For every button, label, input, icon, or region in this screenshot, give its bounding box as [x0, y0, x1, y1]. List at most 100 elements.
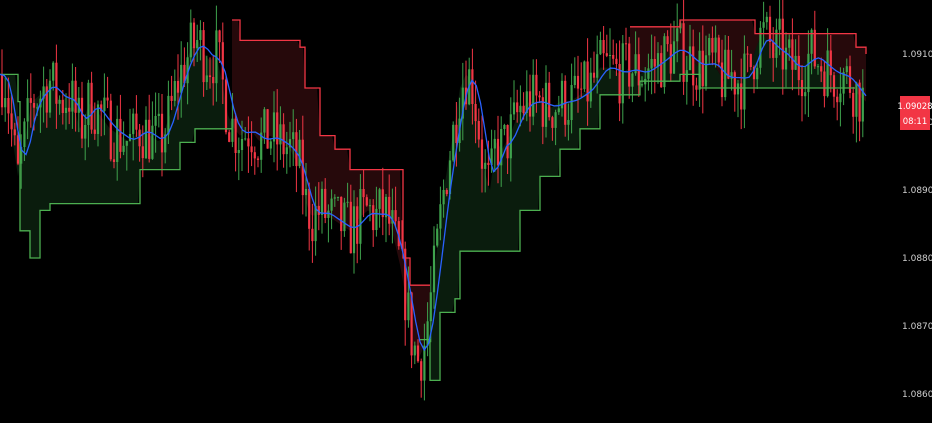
candle-body — [36, 107, 39, 109]
candle-body — [730, 72, 733, 79]
moving-average — [0, 38, 867, 352]
candle-body — [448, 160, 452, 195]
candle-body — [826, 50, 829, 97]
candle-body — [560, 80, 564, 109]
candle-body — [391, 210, 394, 224]
candle-body — [208, 75, 212, 77]
candle-body — [720, 62, 724, 98]
candle-body — [781, 18, 784, 70]
candle-body — [650, 59, 653, 69]
candle-body — [157, 113, 160, 116]
candle-body — [848, 66, 852, 93]
candle-body — [410, 292, 413, 356]
candle-body — [196, 40, 199, 49]
candle-body — [237, 150, 240, 154]
candle-body — [669, 44, 672, 74]
candle-body — [455, 124, 458, 143]
candle-body — [612, 55, 615, 59]
candle-body — [688, 46, 692, 71]
candle-body — [368, 205, 372, 207]
candle-body — [154, 116, 157, 126]
candle-body — [624, 43, 628, 45]
candle-body — [548, 82, 551, 118]
candle-body — [218, 30, 221, 43]
candle-body — [535, 74, 538, 96]
candle-body — [116, 118, 119, 162]
candle-body — [330, 198, 333, 211]
band-lines — [0, 19, 867, 382]
candle-body — [538, 95, 541, 98]
candle-body — [160, 113, 164, 153]
candle-body — [487, 162, 490, 165]
candle-body — [618, 64, 621, 104]
candle-body — [500, 129, 503, 166]
candle-body — [365, 197, 368, 206]
candle-body — [743, 53, 746, 110]
candle-body — [557, 108, 560, 113]
candle-body — [132, 113, 135, 135]
candle-body — [580, 88, 583, 90]
candle-body — [797, 55, 800, 81]
candle-body — [327, 210, 330, 218]
candle-body — [733, 72, 736, 95]
candle-body — [765, 16, 768, 23]
current-price-tag: 1.09028 08:11 — [897, 96, 932, 130]
candle-body — [244, 138, 247, 140]
candle-body — [135, 113, 138, 130]
candle-body — [7, 98, 10, 114]
candle-body — [20, 147, 23, 164]
y-tick-label: 1.08600 — [902, 390, 932, 400]
candle-body — [362, 189, 365, 198]
price-axis[interactable]: 1.091001.090001.089001.088001.087001.086… — [890, 0, 932, 423]
candle-body — [205, 75, 208, 83]
candle-body — [301, 139, 304, 196]
resistance-line-right — [630, 19, 867, 54]
current-price-tag-box — [900, 96, 930, 130]
current-price-label: 1.09028 — [897, 102, 932, 112]
candle-body — [266, 109, 269, 149]
candle-body — [138, 129, 141, 147]
candle-body — [506, 125, 509, 159]
candle-body — [704, 55, 708, 87]
candle-body — [378, 189, 381, 209]
candle-body — [64, 107, 68, 113]
y-tick-label: 1.08800 — [902, 254, 932, 264]
candle-body — [855, 82, 858, 117]
candle-body — [29, 98, 32, 103]
candle-body — [452, 124, 455, 161]
candle-body — [605, 53, 608, 56]
candle-body — [176, 81, 180, 93]
candle-body — [660, 53, 663, 88]
candle-body — [858, 82, 861, 122]
candle-body — [759, 27, 762, 68]
candle-body — [272, 112, 276, 142]
candle-body — [791, 39, 794, 70]
candle-body — [516, 102, 519, 113]
candle-body — [474, 104, 477, 122]
candle-body — [212, 77, 215, 84]
price-axis-background — [890, 0, 932, 423]
candle-body — [525, 91, 528, 113]
support-line-right — [420, 73, 855, 382]
candle-body — [544, 82, 548, 127]
candle-body — [768, 16, 772, 42]
candle-body — [592, 72, 596, 78]
candle-body — [714, 37, 717, 53]
candle-body — [288, 139, 292, 148]
candle-body — [231, 118, 234, 142]
candle-body — [576, 75, 580, 89]
candle-body — [852, 92, 855, 117]
candle-body — [256, 158, 260, 160]
candle-body — [637, 54, 640, 86]
candle-body — [250, 146, 253, 153]
candle-body — [394, 210, 397, 222]
candle-body — [87, 82, 90, 125]
candle-body — [420, 361, 423, 381]
candle-body — [426, 321, 429, 346]
candle-body — [528, 91, 532, 117]
candle-body — [298, 139, 301, 166]
candle-body — [346, 201, 349, 203]
candle-body — [711, 38, 714, 53]
candle-body — [141, 146, 144, 159]
